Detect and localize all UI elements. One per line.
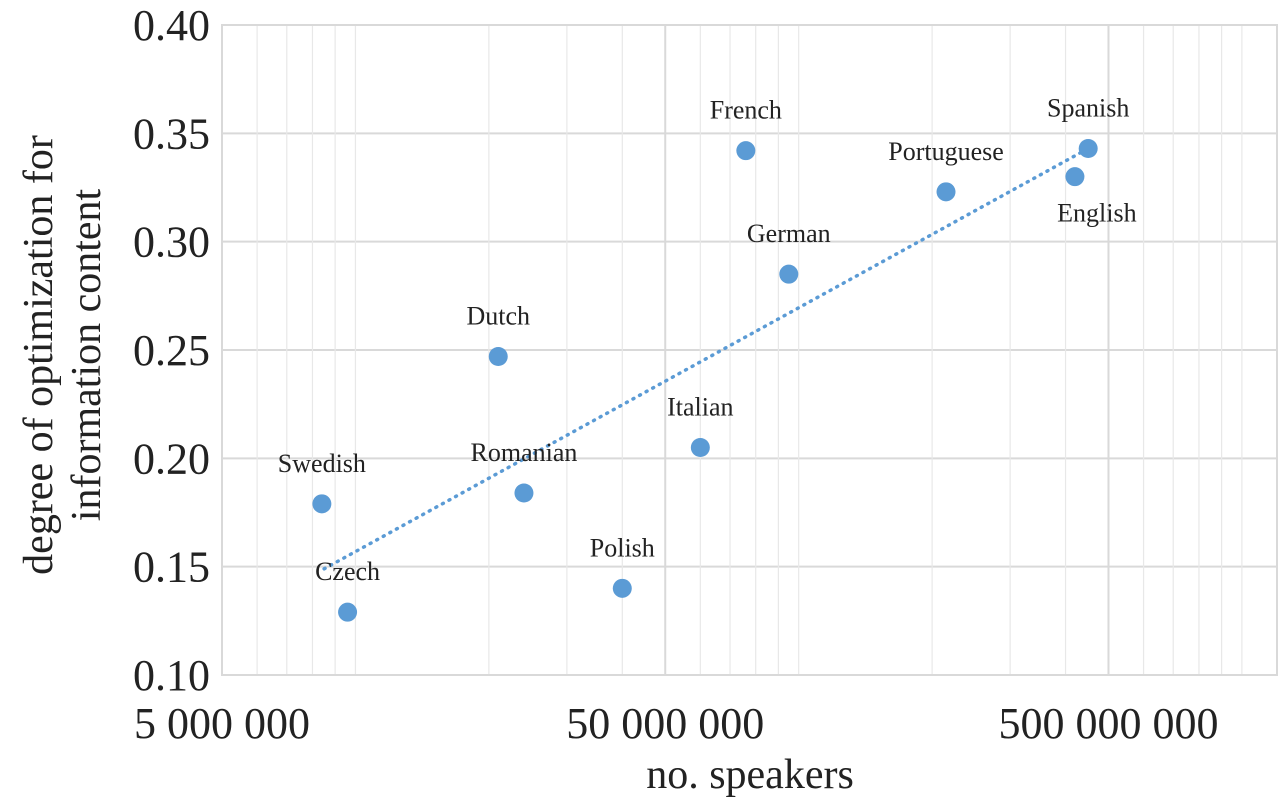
data-point-czech (338, 602, 358, 622)
y-axis-title-line-1: degree of optimization for (16, 135, 62, 575)
trendline-group (322, 146, 1090, 571)
data-point-italian (690, 438, 710, 457)
point-label-french: French (710, 96, 782, 125)
y-tick-label: 0.10 (133, 651, 210, 700)
y-axis-title-line-2: information content (64, 188, 110, 521)
points-group (312, 139, 1098, 622)
point-label-romanian: Romanian (471, 438, 578, 467)
data-point-spanish (1078, 139, 1098, 158)
x-tick-labels: 5 000 000 50 000 000 500 000 000 (134, 699, 1218, 748)
point-label-english: English (1057, 199, 1136, 228)
point-label-swedish: Swedish (278, 449, 366, 478)
y-tick-label: 0.20 (133, 434, 210, 483)
grid (221, 24, 1277, 676)
y-tick-label: 0.30 (133, 218, 210, 267)
point-label-portuguese: Portuguese (888, 137, 1004, 166)
data-point-polish (612, 578, 632, 598)
y-tick-label: 0.35 (133, 109, 210, 158)
data-point-romanian (514, 483, 534, 503)
y-axis-title: degree of optimization for information c… (16, 135, 110, 575)
point-labels-group: Swedish Czech Dutch Romanian Polish Italian Fr… (278, 94, 1137, 587)
x-axis-title: no. speakers (646, 752, 854, 798)
point-label-spanish: Spanish (1047, 94, 1129, 123)
point-label-polish: Polish (590, 533, 655, 562)
data-point-english (1065, 167, 1085, 187)
point-label-italian: Italian (667, 393, 733, 422)
plot-frame (221, 24, 1278, 676)
y-tick-label: 0.40 (133, 1, 210, 50)
point-label-german: German (747, 219, 831, 248)
y-tick-labels: 0.10 0.15 0.20 0.25 0.30 0.35 0.40 (133, 1, 210, 700)
x-tick-label: 500 000 000 (998, 699, 1218, 748)
point-label-dutch: Dutch (466, 302, 530, 331)
data-point-german (779, 264, 799, 284)
x-tick-label: 5 000 000 (134, 699, 310, 748)
data-point-dutch (488, 347, 508, 366)
data-point-portuguese (936, 182, 956, 202)
trendline (322, 146, 1090, 571)
x-tick-label: 50 000 000 (566, 699, 764, 748)
point-label-czech: Czech (315, 557, 380, 586)
data-point-swedish (312, 494, 332, 514)
data-point-french (736, 141, 756, 161)
y-tick-label: 0.25 (133, 326, 210, 375)
y-tick-label: 0.15 (133, 543, 210, 592)
